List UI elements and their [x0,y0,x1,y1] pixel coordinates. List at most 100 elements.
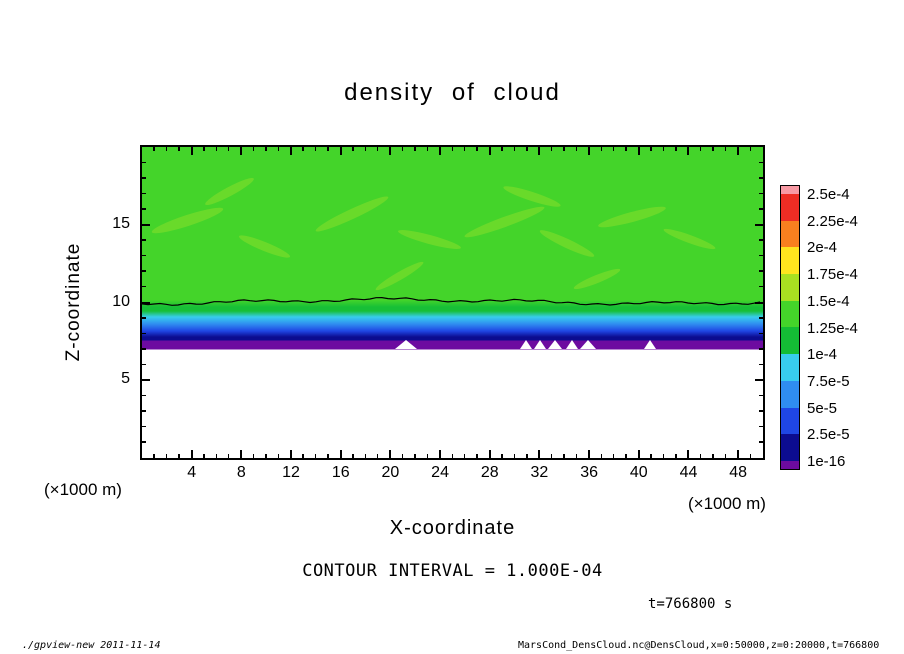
colorbar-label: 5e-5 [807,399,838,417]
y-axis-tick [759,285,763,288]
chart-title: density of cloud [344,79,561,106]
colorbar-segment [781,186,799,194]
x-tick-label: 36 [580,464,598,481]
y-tick-label: 10 [112,292,130,310]
x-axis-tick [650,454,652,458]
colorbar-segment [781,380,799,408]
y-axis-tick [142,270,146,272]
y-axis-tick [142,223,150,226]
colorbar-segment [781,194,799,221]
x-axis-tick [240,147,243,155]
y-axis-tick [142,192,146,195]
x-axis-tick [501,147,503,151]
x-axis-tick [389,147,392,155]
colorbar-label: 1.25e-4 [807,319,858,337]
x-axis-tick [575,454,578,458]
x-axis-tick [327,454,329,458]
colorbar-segment [781,300,799,328]
colorbar-segment [781,274,799,301]
x-axis-tick [215,147,218,151]
x-axis-tick [526,147,528,151]
x-axis-tick [588,450,591,458]
y-axis-tick [142,379,150,382]
x-axis-tick [550,147,553,151]
x-axis-tick [265,454,267,458]
y-axis-tick [759,441,763,443]
time-annotation: t=766800 s [648,596,733,612]
y-axis-tick [142,285,146,288]
x-tick-label: 4 [187,464,197,481]
colorbar-label: 2.5e-4 [807,186,850,203]
x-axis-tick [426,454,429,458]
y-axis-tick [142,441,146,443]
x-axis-tick [749,147,752,151]
x-axis-tick [737,450,740,458]
x-axis-tick [153,147,155,151]
white-gap-notch [519,339,532,349]
x-axis-tick [538,450,541,458]
colorbar-label: 2.5e-5 [807,426,850,444]
x-axis-tick [290,147,293,155]
x-axis-tick [575,147,578,151]
x-axis-tick [389,450,392,458]
x-axis-tick [401,147,404,151]
x-axis-tick [414,147,416,151]
y-axis-tick [142,332,146,335]
x-axis-tick [178,454,180,458]
x-axis-tick [439,450,442,458]
x-axis-tick [463,454,466,458]
colorbar-segment [781,327,799,355]
x-axis-tick [687,450,690,458]
y-axis-tick [142,317,146,319]
x-tick-label: 8 [236,464,246,481]
colorbar-label: 2e-4 [807,239,838,257]
x-axis-tick [414,454,416,458]
x-axis-tick [513,454,516,458]
y-axis-tick [142,363,146,366]
x-axis-tick [227,147,230,151]
x-axis-tick [426,147,429,151]
x-axis-tick [712,454,714,458]
y-axis-tick [142,301,150,304]
x-axis-tick [265,147,267,151]
x-axis-tick [314,454,317,458]
colorbar [780,185,800,470]
x-axis-tick [749,454,752,458]
x-axis-tick [637,147,640,155]
x-axis-tick [240,450,243,458]
x-axis-tick [203,147,205,151]
x-axis-tick [327,147,329,151]
x-axis-tick [190,450,193,458]
footer-command: ./gpview-new 2011-11-14 [22,640,161,651]
y-tick-label: 15 [112,214,130,232]
x-axis-tick [538,147,541,155]
x-axis-tick [401,454,404,458]
y-axis-tick [142,208,146,210]
x-tick-label: 44 [679,464,698,481]
x-axis-tick [153,454,155,458]
x-axis-tick [600,454,603,458]
footer-source: MarsCond_DensCloud.nc@DensCloud,x=0:5000… [518,640,880,651]
x-axis-tick [302,147,304,151]
y-axis-tick [759,239,763,241]
x-axis-tick [314,147,317,151]
y-axis-tick [755,301,763,304]
contour-line-path [142,296,761,306]
y-axis-label: Z-coordinate [63,242,84,362]
x-tick-label: 28 [480,464,499,481]
y-axis-tick [142,161,146,164]
x-axis-tick [178,147,180,151]
x-axis-tick [476,147,478,151]
x-axis-tick [376,454,379,458]
y-axis-tick [142,394,146,397]
x-axis-tick [662,147,665,151]
x-axis-tick [215,454,218,458]
plot-area [140,145,765,460]
colorbar-segment [781,460,799,469]
x-axis-tick [501,454,503,458]
x-tick-label: 12 [282,464,300,481]
y-axis-tick [142,410,146,412]
white-gap-notch [580,339,597,349]
x-axis-tick [625,454,627,458]
